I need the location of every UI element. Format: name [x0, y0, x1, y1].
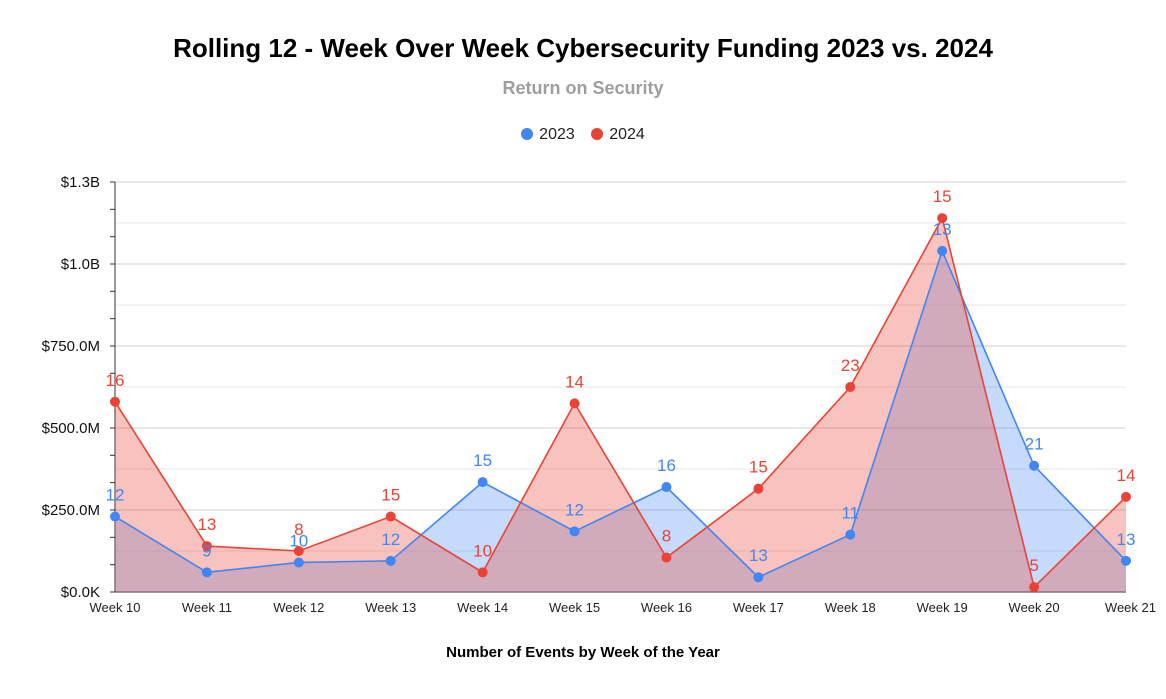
- data-point-2024: [293, 546, 304, 556]
- data-label-2024: 5: [1029, 556, 1038, 575]
- x-tick-label: Week 15: [549, 600, 600, 615]
- data-point-2024: [1121, 491, 1131, 502]
- x-axis-title: Number of Events by Week of the Year: [446, 644, 720, 661]
- data-label-2023: 13: [1117, 530, 1136, 549]
- x-tick-label: Week 16: [641, 600, 692, 615]
- y-tick-label: $1.0B: [61, 256, 100, 273]
- data-point-2023: [845, 529, 856, 540]
- data-label-2024: 23: [841, 356, 860, 375]
- data-label-2023: 9: [202, 541, 211, 560]
- data-label-2023: 13: [749, 546, 768, 565]
- data-label-2024: 15: [749, 458, 768, 477]
- x-tick-label: Week 17: [733, 600, 784, 615]
- data-label-2024: 14: [1117, 466, 1136, 485]
- data-point-2024: [385, 511, 396, 522]
- area-fill-2024: [115, 218, 1126, 592]
- x-tick-label: Week 11: [182, 600, 232, 615]
- data-point-2023: [1029, 460, 1040, 471]
- legend-swatch-2023: [521, 128, 534, 140]
- data-point-2024: [1029, 582, 1040, 593]
- legend-item-2024: 2024: [591, 126, 645, 144]
- data-point-2023: [110, 511, 120, 522]
- x-tick-label: Week 14: [457, 600, 508, 615]
- x-tick-label: Week 18: [825, 600, 876, 615]
- data-label-2023: 12: [381, 530, 400, 549]
- data-label-2024: 15: [933, 187, 952, 206]
- data-point-2023: [753, 572, 764, 583]
- chart-subtitle: Return on Security: [502, 78, 664, 98]
- data-label-2023: 10: [289, 531, 308, 550]
- x-tick-label: Week 12: [273, 600, 324, 615]
- x-tick-label: Week 20: [1009, 600, 1060, 615]
- data-point-2024: [753, 483, 764, 494]
- data-point-2023: [477, 477, 488, 488]
- data-label-2024: 8: [662, 527, 671, 546]
- chart-legend: 2023 2024: [0, 126, 1166, 144]
- data-label-2024: 13: [197, 515, 216, 534]
- data-label-2023: 12: [106, 486, 125, 505]
- data-point-2023: [569, 526, 580, 537]
- data-point-2024: [845, 382, 856, 392]
- legend-item-2023: 2023: [521, 126, 575, 144]
- y-tick-label: $1.3B: [61, 174, 100, 191]
- data-point-2024: [477, 567, 488, 578]
- data-point-2023: [201, 567, 212, 578]
- x-tick-label: Week 10: [89, 600, 140, 615]
- data-point-2024: [937, 213, 948, 224]
- data-point-2024: [569, 398, 580, 409]
- data-label-2024: 15: [381, 486, 400, 505]
- data-label-2023: 13: [933, 220, 952, 239]
- data-label-2023: 12: [565, 500, 584, 519]
- data-point-2023: [937, 245, 948, 256]
- x-tick-label: Week 19: [917, 600, 968, 615]
- data-point-2023: [293, 557, 304, 568]
- data-point-2024: [661, 552, 672, 563]
- data-point-2023: [1121, 555, 1131, 566]
- data-point-2023: [661, 482, 672, 493]
- data-label-2023: 21: [1025, 435, 1044, 454]
- x-tick-label: Week 13: [365, 600, 416, 615]
- data-label-2023: 16: [657, 456, 676, 475]
- data-label-2023: 15: [473, 451, 492, 470]
- data-point-2024: [201, 541, 212, 552]
- y-tick-label: $250.0M: [42, 502, 100, 519]
- y-tick-label: $0.0K: [61, 584, 100, 601]
- data-label-2024: 8: [294, 520, 303, 539]
- chart-title: Rolling 12 - Week Over Week Cybersecurit…: [173, 33, 993, 63]
- data-label-2024: 10: [473, 541, 492, 560]
- y-tick-label: $750.0M: [42, 338, 100, 355]
- legend-swatch-2024: [591, 128, 604, 140]
- data-point-2023: [385, 555, 396, 566]
- legend-label-2023: 2023: [539, 126, 575, 143]
- x-tick-label: Week 21: [1105, 600, 1156, 615]
- series-line-2024: [114, 215, 1127, 589]
- data-label-2024: 16: [106, 371, 125, 390]
- data-label-2023: 11: [841, 504, 859, 523]
- legend-label-2024: 2024: [609, 126, 645, 143]
- series-line-2023: [114, 248, 1127, 579]
- data-label-2024: 14: [565, 372, 584, 391]
- y-tick-label: $500.0M: [42, 420, 100, 437]
- area-fill-2023: [115, 250, 1126, 592]
- data-point-2024: [110, 396, 120, 407]
